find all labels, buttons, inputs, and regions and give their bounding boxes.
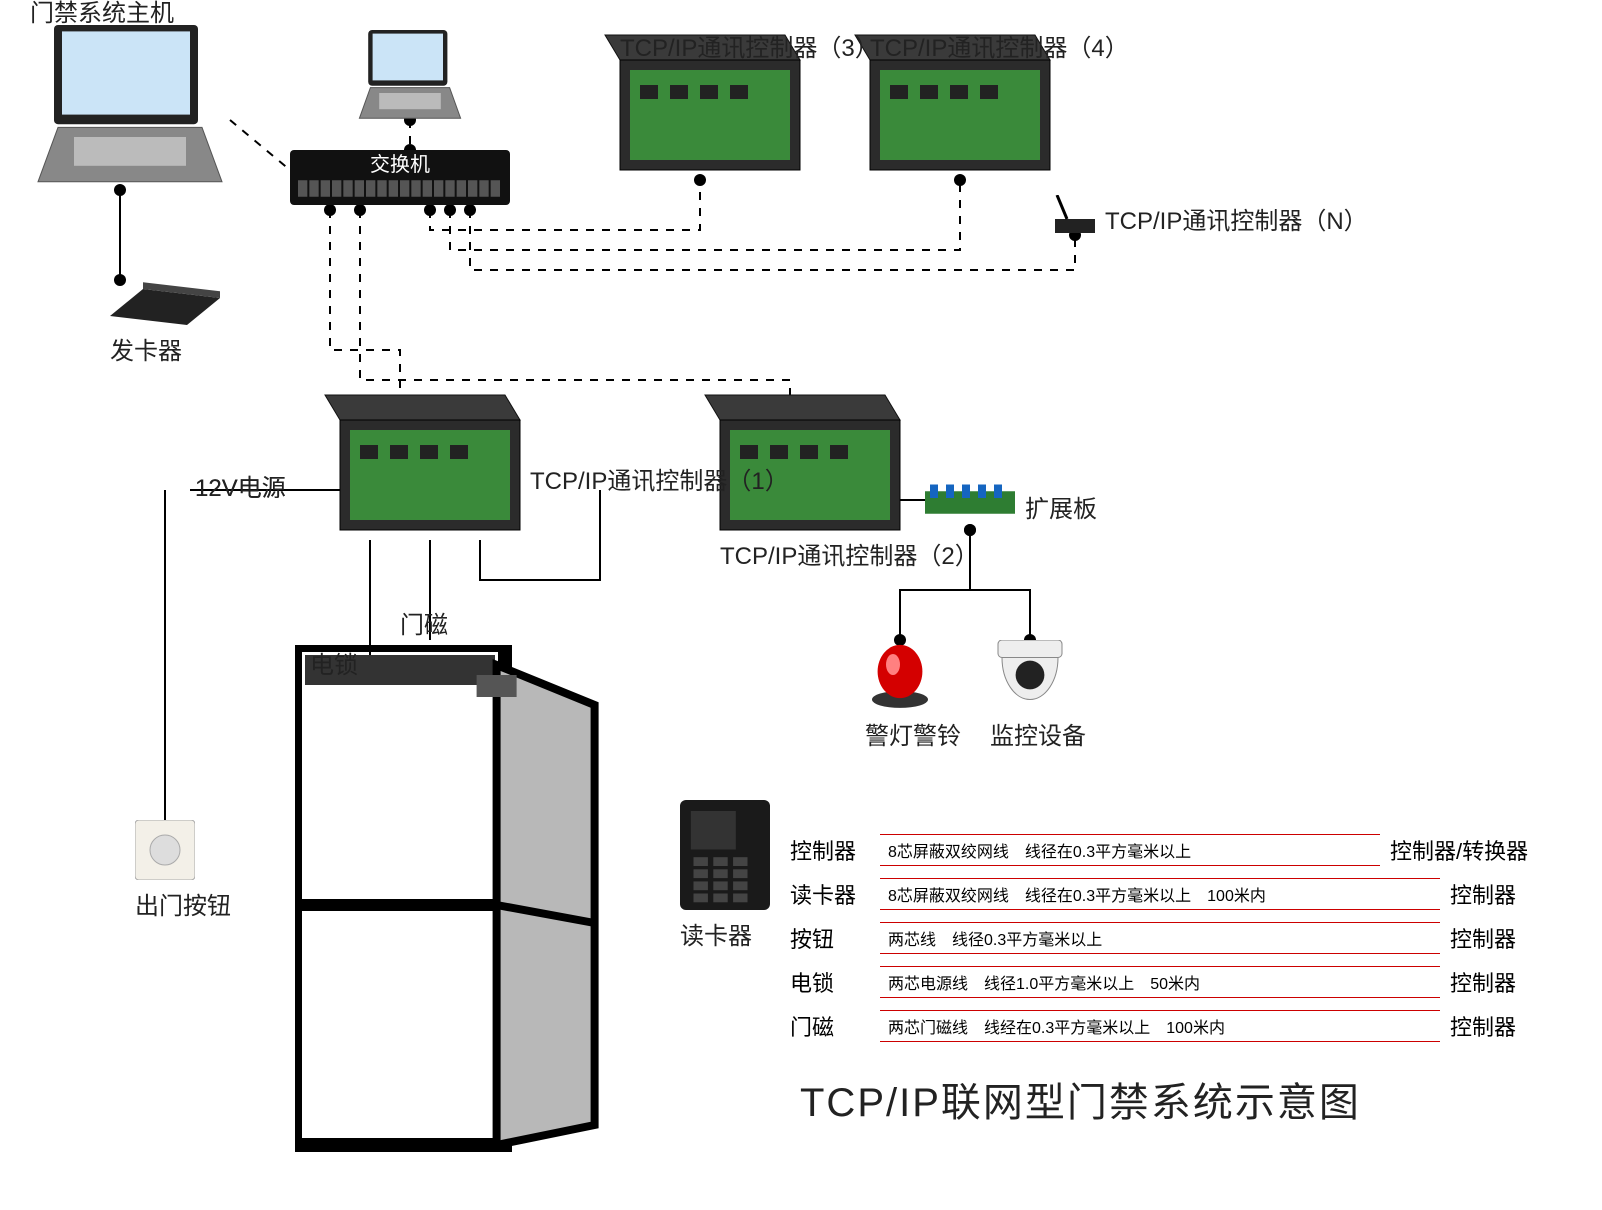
camera-icon	[990, 640, 1070, 710]
label-door_sensor: 门磁	[400, 605, 448, 640]
wiring-table: 控制器8芯屏蔽双绞网线 线径在0.3平方毫米以上控制器/转换器读卡器8芯屏蔽双绞…	[790, 830, 1528, 1050]
label-power: 12V电源	[195, 468, 286, 503]
label-host_laptop: 门禁系统主机	[30, 0, 174, 28]
door-icon	[295, 645, 635, 1165]
ctrl1-icon	[320, 390, 540, 540]
label-exit_button: 出门按钮	[135, 886, 231, 921]
wiring-row-3: 电锁两芯电源线 线径1.0平方毫米以上 50米内控制器	[790, 962, 1528, 1002]
label-alarm: 警灯警铃	[865, 716, 961, 751]
wiring-row-1: 读卡器8芯屏蔽双绞网线 线径在0.3平方毫米以上 100米内控制器	[790, 874, 1528, 914]
exit-button-icon	[135, 820, 195, 880]
reader-icon	[680, 800, 770, 910]
switch-icon: 交换机	[290, 150, 510, 205]
host-laptop-icon	[30, 25, 230, 185]
label-reader: 读卡器	[680, 916, 752, 951]
alarm-icon	[865, 640, 935, 710]
ctrlN-icon	[1055, 195, 1095, 235]
label-door_lock: 电锁	[310, 645, 358, 680]
expansion-icon	[925, 480, 1015, 525]
wiring-row-2: 按钮两芯线 线径0.3平方毫米以上控制器	[790, 918, 1528, 958]
label-expansion: 扩展板	[1025, 489, 1097, 524]
label-ctrl2: TCP/IP通讯控制器（2）	[720, 536, 979, 571]
label-ctrl4: TCP/IP通讯控制器（4）	[870, 28, 1129, 63]
svg-text:交换机: 交换机	[370, 153, 430, 176]
wiring-row-4: 门磁两芯门磁线 线经在0.3平方毫米以上 100米内控制器	[790, 1006, 1528, 1046]
label-ctrl3: TCP/IP通讯控制器（3）	[620, 28, 879, 63]
label-ctrlN: TCP/IP通讯控制器（N）	[1105, 201, 1368, 236]
card-issuer-icon	[110, 280, 220, 325]
diagram-title: TCP/IP联网型门禁系统示意图	[800, 1070, 1361, 1128]
label-camera: 监控设备	[990, 716, 1086, 751]
small-laptop-icon	[355, 30, 465, 120]
label-card_issuer: 发卡器	[110, 331, 182, 366]
wiring-row-0: 控制器8芯屏蔽双绞网线 线径在0.3平方毫米以上控制器/转换器	[790, 830, 1528, 870]
label-ctrl1: TCP/IP通讯控制器（1）	[530, 461, 789, 496]
